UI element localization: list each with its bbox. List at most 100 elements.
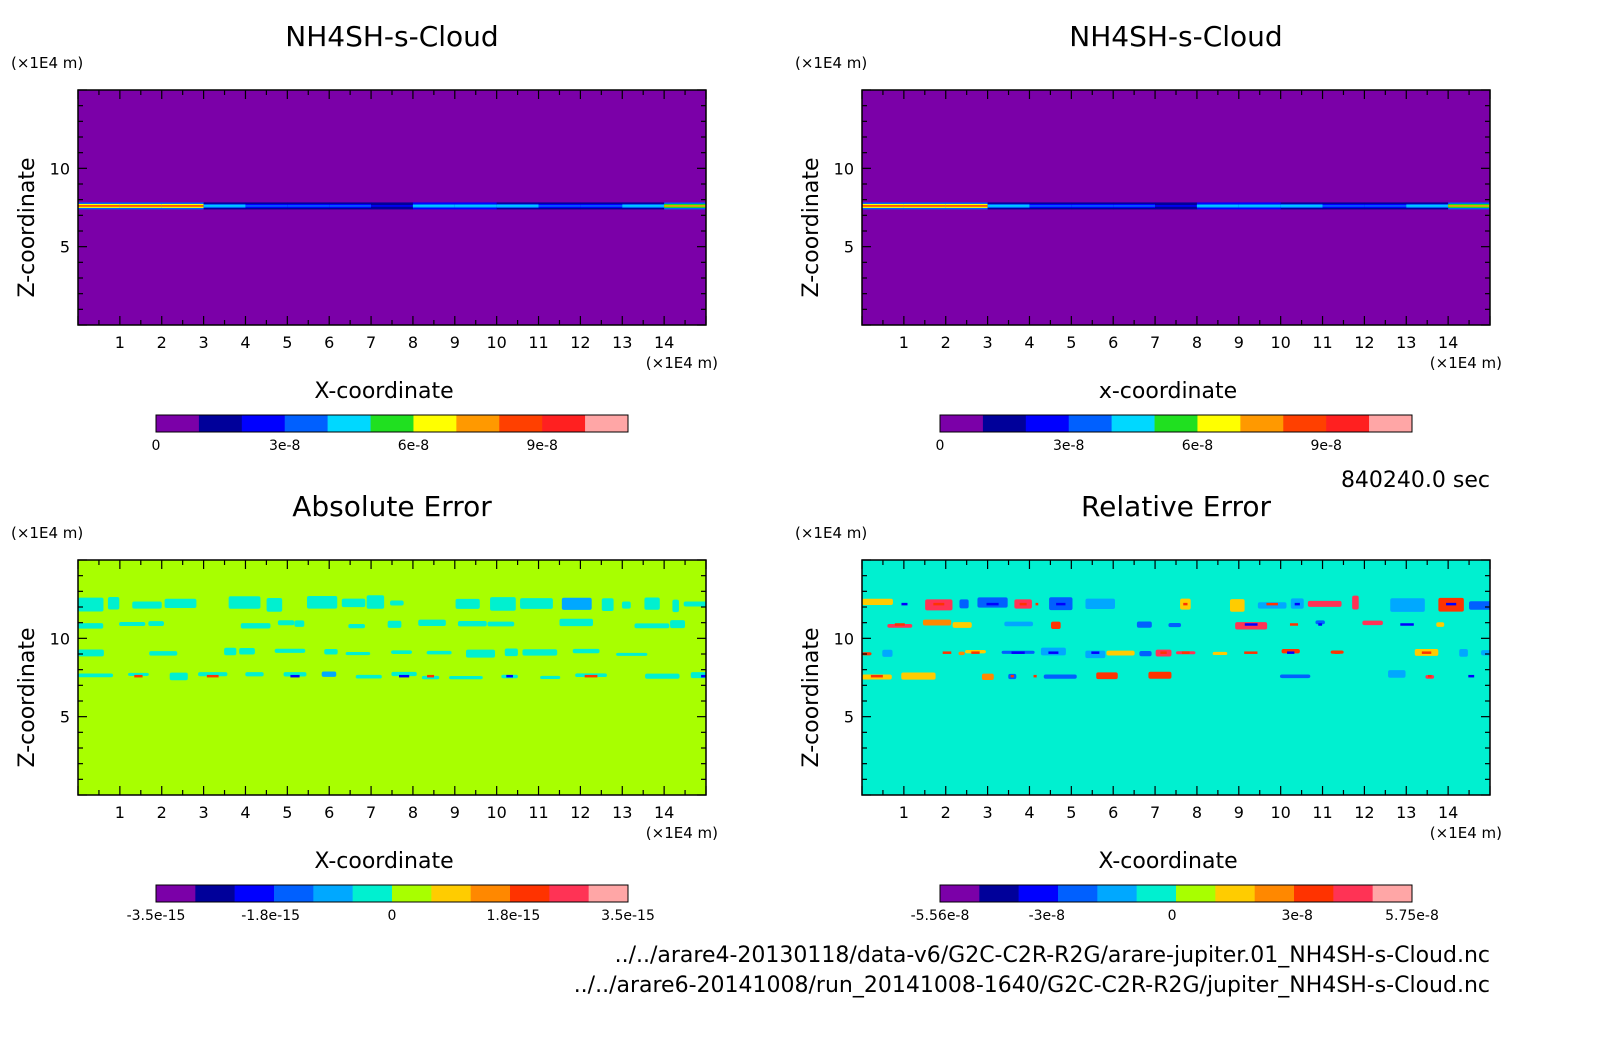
x-unit-label: (×1E4 m) bbox=[1430, 354, 1502, 372]
error-patch bbox=[1315, 620, 1325, 625]
cloud-layer-core bbox=[664, 205, 706, 207]
error-patch bbox=[487, 621, 515, 627]
cloud-layer-core bbox=[1196, 205, 1240, 207]
x-axis-label: X-coordinate bbox=[314, 379, 453, 404]
error-patch bbox=[387, 620, 402, 628]
x-tick-label: 5 bbox=[282, 803, 292, 822]
error-patch bbox=[274, 648, 306, 653]
error-patch bbox=[277, 620, 295, 626]
plot-area bbox=[862, 90, 1490, 325]
file-path-1: ../../arare4-20130118/data-v6/G2C-C2R-R2… bbox=[615, 943, 1490, 968]
x-axis-label: X-coordinate bbox=[1098, 849, 1237, 874]
colorbar-frame bbox=[939, 414, 1413, 433]
x-tick-label: 12 bbox=[1354, 333, 1374, 352]
cloud-layer-core bbox=[1406, 205, 1449, 207]
x-tick-label: 11 bbox=[1312, 333, 1332, 352]
error-core bbox=[206, 674, 219, 678]
error-patch bbox=[78, 597, 104, 612]
colorbar-segment bbox=[979, 885, 1019, 902]
y-tick-label: 5 bbox=[60, 708, 70, 727]
colorbar-label: -5.56e-8 bbox=[911, 908, 970, 924]
error-patch bbox=[922, 619, 952, 626]
x-tick-label: 9 bbox=[1234, 803, 1244, 822]
error-patch bbox=[1307, 600, 1342, 607]
x-tick-label: 8 bbox=[1192, 803, 1202, 822]
file-path-2: ../../arare6-20141008/run_20141008-1640/… bbox=[574, 973, 1490, 998]
error-patch bbox=[644, 597, 660, 610]
error-patch bbox=[390, 600, 404, 606]
colorbar-segment bbox=[588, 885, 629, 902]
colorbar-segment bbox=[241, 415, 286, 432]
error-core bbox=[1318, 623, 1323, 626]
x-tick-label: 1 bbox=[899, 803, 909, 822]
x-tick-label: 8 bbox=[408, 333, 418, 352]
x-tick-label: 14 bbox=[1438, 803, 1458, 822]
cloud-layer-core bbox=[412, 205, 456, 207]
error-core bbox=[1091, 651, 1100, 654]
colorbar-segment bbox=[585, 415, 629, 432]
colorbar-segment bbox=[234, 885, 275, 902]
colorbar-segment bbox=[1294, 885, 1334, 902]
colorbar-label: 0 bbox=[936, 438, 945, 454]
error-patch bbox=[645, 673, 680, 679]
colorbar-label: 9e-8 bbox=[526, 438, 557, 454]
error-patch bbox=[266, 598, 283, 612]
x-tick-label: 3 bbox=[983, 803, 993, 822]
error-patch bbox=[1004, 621, 1034, 627]
x-tick-label: 13 bbox=[1396, 803, 1416, 822]
cloud-layer-core bbox=[1029, 205, 1072, 207]
x-tick-label: 1 bbox=[115, 803, 125, 822]
error-patch bbox=[1481, 650, 1490, 656]
colorbar-segment bbox=[1025, 415, 1070, 432]
cloud-layer-core bbox=[945, 205, 989, 207]
cloud-layer-core bbox=[1155, 205, 1198, 207]
error-patch bbox=[981, 673, 994, 681]
error-patch bbox=[1235, 622, 1268, 630]
error-patch bbox=[862, 598, 893, 606]
colorbar-frame bbox=[939, 884, 1413, 903]
colorbar-segment bbox=[1111, 415, 1155, 432]
error-patch bbox=[466, 649, 496, 658]
error-patch bbox=[1352, 595, 1359, 610]
error-core bbox=[1294, 602, 1300, 606]
error-core bbox=[1011, 651, 1025, 654]
error-core bbox=[1019, 602, 1027, 606]
error-patch bbox=[132, 601, 162, 609]
error-core bbox=[1102, 674, 1112, 678]
x-tick-label: 2 bbox=[941, 333, 951, 352]
x-tick-label: 14 bbox=[654, 803, 674, 822]
x-tick-label: 6 bbox=[324, 803, 334, 822]
error-patch bbox=[1469, 601, 1490, 610]
x-tick-label: 10 bbox=[486, 333, 506, 352]
error-patch bbox=[958, 651, 965, 656]
y-unit-label: (×1E4 m) bbox=[11, 54, 83, 72]
x-tick-label: 5 bbox=[1066, 803, 1076, 822]
colorbar-segment bbox=[1197, 415, 1241, 432]
colorbar-segment bbox=[1097, 885, 1137, 902]
x-tick-label: 1 bbox=[115, 333, 125, 352]
error-patch bbox=[1081, 620, 1117, 625]
error-patch bbox=[421, 675, 440, 680]
error-core bbox=[701, 674, 706, 678]
error-patch bbox=[198, 672, 228, 677]
x-tick-label: 4 bbox=[1024, 803, 1034, 822]
x-tick-label: 3 bbox=[199, 803, 209, 822]
error-patch bbox=[1168, 623, 1182, 628]
x-tick-label: 2 bbox=[941, 803, 951, 822]
colorbar-segment bbox=[1215, 885, 1255, 902]
y-unit-label: (×1E4 m) bbox=[795, 54, 867, 72]
error-core bbox=[1160, 651, 1167, 654]
colorbar-segment bbox=[413, 415, 457, 432]
colorbar-label: 0 bbox=[1168, 908, 1177, 924]
error-patch bbox=[1257, 602, 1287, 609]
error-patch bbox=[148, 621, 164, 626]
x-tick-label: 10 bbox=[486, 803, 506, 822]
error-patch bbox=[683, 601, 706, 607]
colorbar-label: -1.8e-15 bbox=[241, 908, 300, 924]
x-tick-label: 7 bbox=[1150, 803, 1160, 822]
x-tick-label: 3 bbox=[983, 333, 993, 352]
error-patch bbox=[78, 649, 104, 657]
colorbar-segment bbox=[156, 415, 200, 432]
error-patch bbox=[490, 597, 516, 611]
colorbar-label: 3.5e-15 bbox=[601, 908, 655, 924]
